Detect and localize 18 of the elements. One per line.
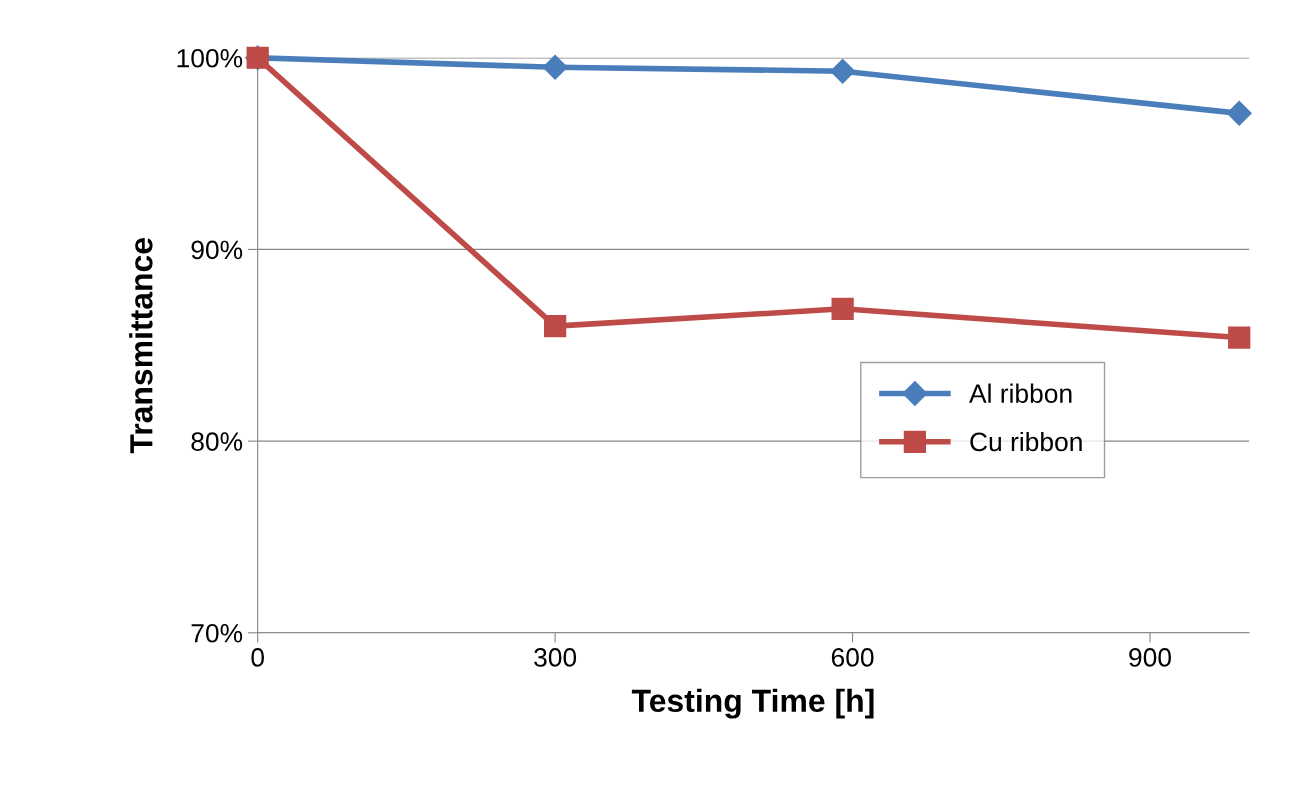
point (830, 58, 856, 84)
y-axis-title: Transmittance (129, 238, 153, 454)
legend-label: Al ribbon (969, 383, 1072, 403)
point (831, 297, 854, 320)
point (1226, 100, 1252, 126)
point (542, 54, 568, 80)
x-tick-label: 600 (831, 648, 874, 667)
y-tick-label: 90% (191, 240, 243, 260)
legend-label: Cu ribbon (970, 431, 1082, 452)
x-tick-label: 900 (1129, 648, 1171, 667)
x-tick-label: 300 (534, 648, 577, 667)
y-tick-label: 70% (191, 623, 243, 643)
x-tick-label: 0 (251, 648, 264, 667)
point (1228, 326, 1251, 349)
point (544, 314, 567, 338)
x-axis-title: Testing Time [h] (631, 688, 874, 719)
y-tick-label: 100% (177, 48, 243, 68)
y-tick-label: 80% (191, 432, 243, 451)
